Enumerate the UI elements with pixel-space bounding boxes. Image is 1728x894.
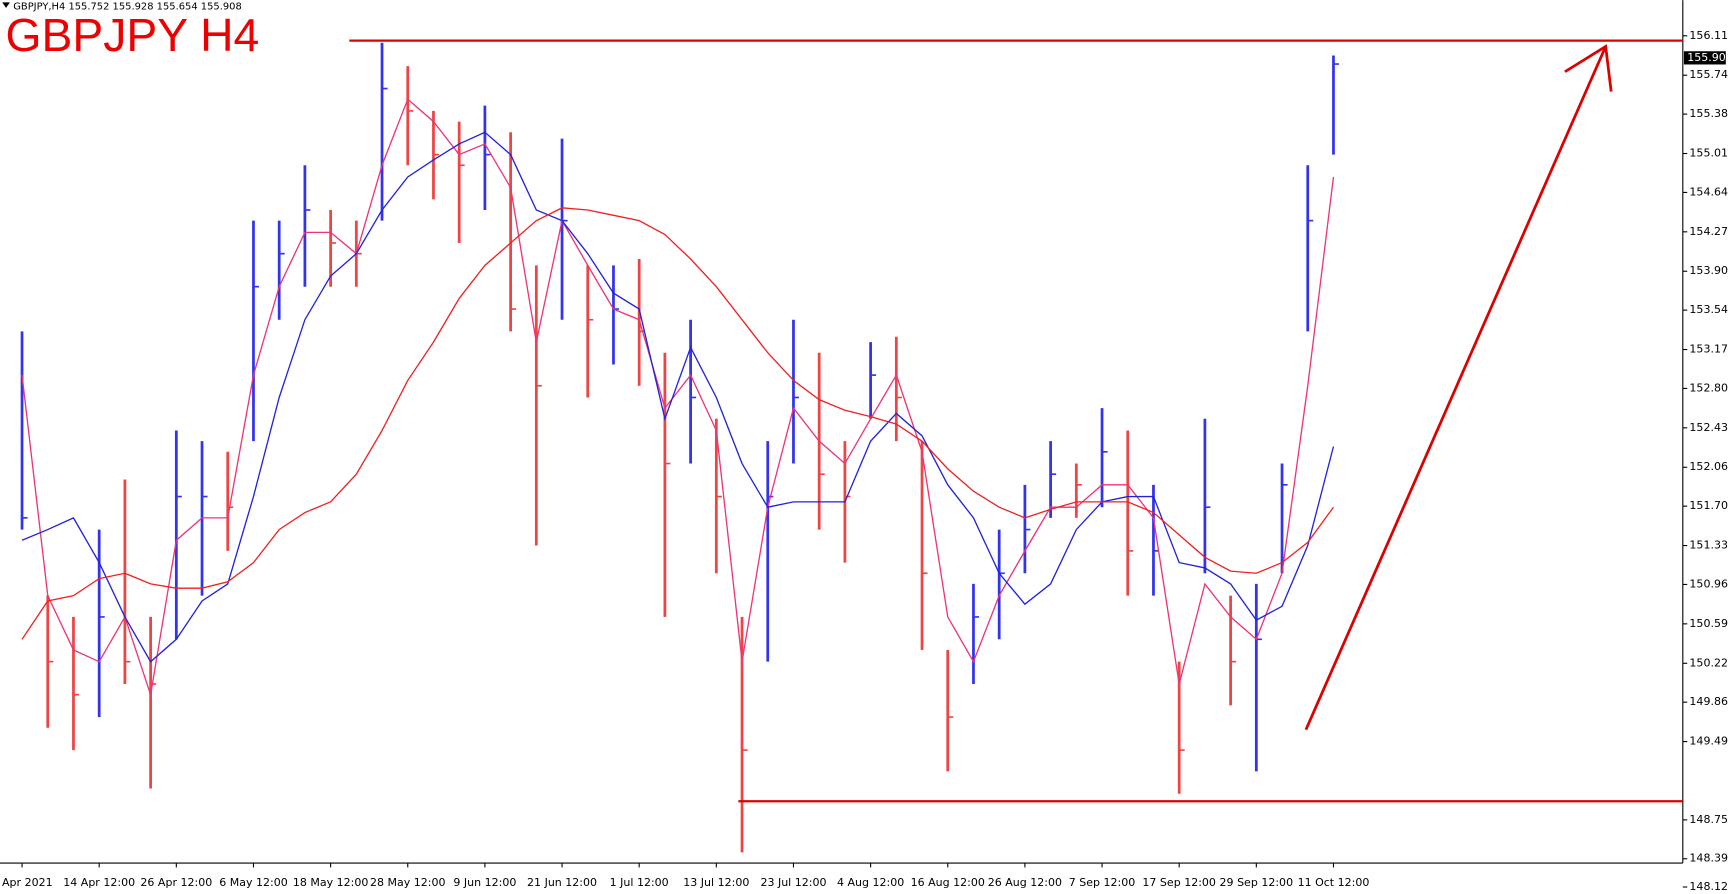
y-tick-label: 155.745 — [1689, 68, 1728, 81]
y-tick-label: 150.595 — [1689, 617, 1728, 630]
x-tick-label: 17 Sep 12:00 — [1142, 876, 1216, 889]
y-tick-label: 155.380 — [1689, 107, 1728, 120]
y-tick-label: 154.275 — [1689, 225, 1728, 238]
x-tick-label: 29 Sep 12:00 — [1220, 876, 1294, 889]
plot-area — [20, 42, 1339, 853]
header-icon — [2, 2, 10, 8]
y-tick-label: 152.065 — [1689, 460, 1728, 473]
y-tick-label: 149.490 — [1689, 735, 1728, 748]
x-tick-label: 4 Aug 12:00 — [837, 876, 904, 889]
chart-title: GBPJPY H4 — [6, 9, 260, 61]
x-tick-label: 6 May 12:00 — [219, 876, 288, 889]
price-tag — [1683, 51, 1726, 65]
y-tick-label: 150.225 — [1689, 656, 1728, 669]
x-tick-label: 26 Apr 12:00 — [140, 876, 212, 889]
y-tick-label: 152.805 — [1689, 381, 1728, 394]
x-tick-label: 13 Jul 12:00 — [683, 876, 749, 889]
y-tick-label: 156.115 — [1689, 29, 1728, 42]
trend-arrow — [1304, 45, 1607, 731]
y-tick-label: 154.645 — [1689, 185, 1728, 198]
x-tick-label: 26 Aug 12:00 — [988, 876, 1062, 889]
y-tick-label: 150.965 — [1689, 577, 1728, 590]
moving-average — [21, 131, 1335, 663]
x-tick-label: 16 Aug 12:00 — [911, 876, 985, 889]
x-tick-label: 28 May 12:00 — [370, 876, 446, 889]
price-tag-label: 155.908 — [1687, 51, 1728, 64]
y-tick-label: 148.390 — [1689, 852, 1728, 865]
y-tick-label: 148.755 — [1689, 813, 1728, 826]
moving-average — [21, 98, 1335, 695]
y-tick-label: 153.540 — [1689, 303, 1728, 316]
y-tick-label: 151.700 — [1689, 499, 1728, 512]
x-tick-label: 11 Oct 12:00 — [1298, 876, 1370, 889]
arrow-head — [1564, 44, 1613, 92]
y-tick-label: 153.170 — [1689, 343, 1728, 356]
x-tick-label: 1 Jul 12:00 — [610, 876, 669, 889]
x-tick-label: 7 Sep 12:00 — [1069, 876, 1136, 889]
x-tick-label: 2 Apr 2021 — [0, 876, 53, 889]
x-tick-label: 23 Jul 12:00 — [760, 876, 826, 889]
x-tick-label: 21 Jun 12:00 — [527, 876, 597, 889]
x-tick-label: 18 May 12:00 — [293, 876, 369, 889]
x-tick-label: 14 Apr 12:00 — [63, 876, 135, 889]
y-tick-label: 148.125 — [1689, 880, 1728, 893]
moving-average — [21, 207, 1335, 640]
y-tick-label: 151.330 — [1689, 539, 1728, 552]
y-tick-label: 149.860 — [1689, 695, 1728, 708]
y-tick-label: 155.010 — [1689, 147, 1728, 160]
x-tick-label: 9 Jun 12:00 — [453, 876, 516, 889]
y-tick-label: 153.905 — [1689, 264, 1728, 277]
y-tick-label: 152.435 — [1689, 421, 1728, 434]
chart-header: GBPJPY,H4 155.752 155.928 155.654 155.90… — [13, 2, 242, 13]
